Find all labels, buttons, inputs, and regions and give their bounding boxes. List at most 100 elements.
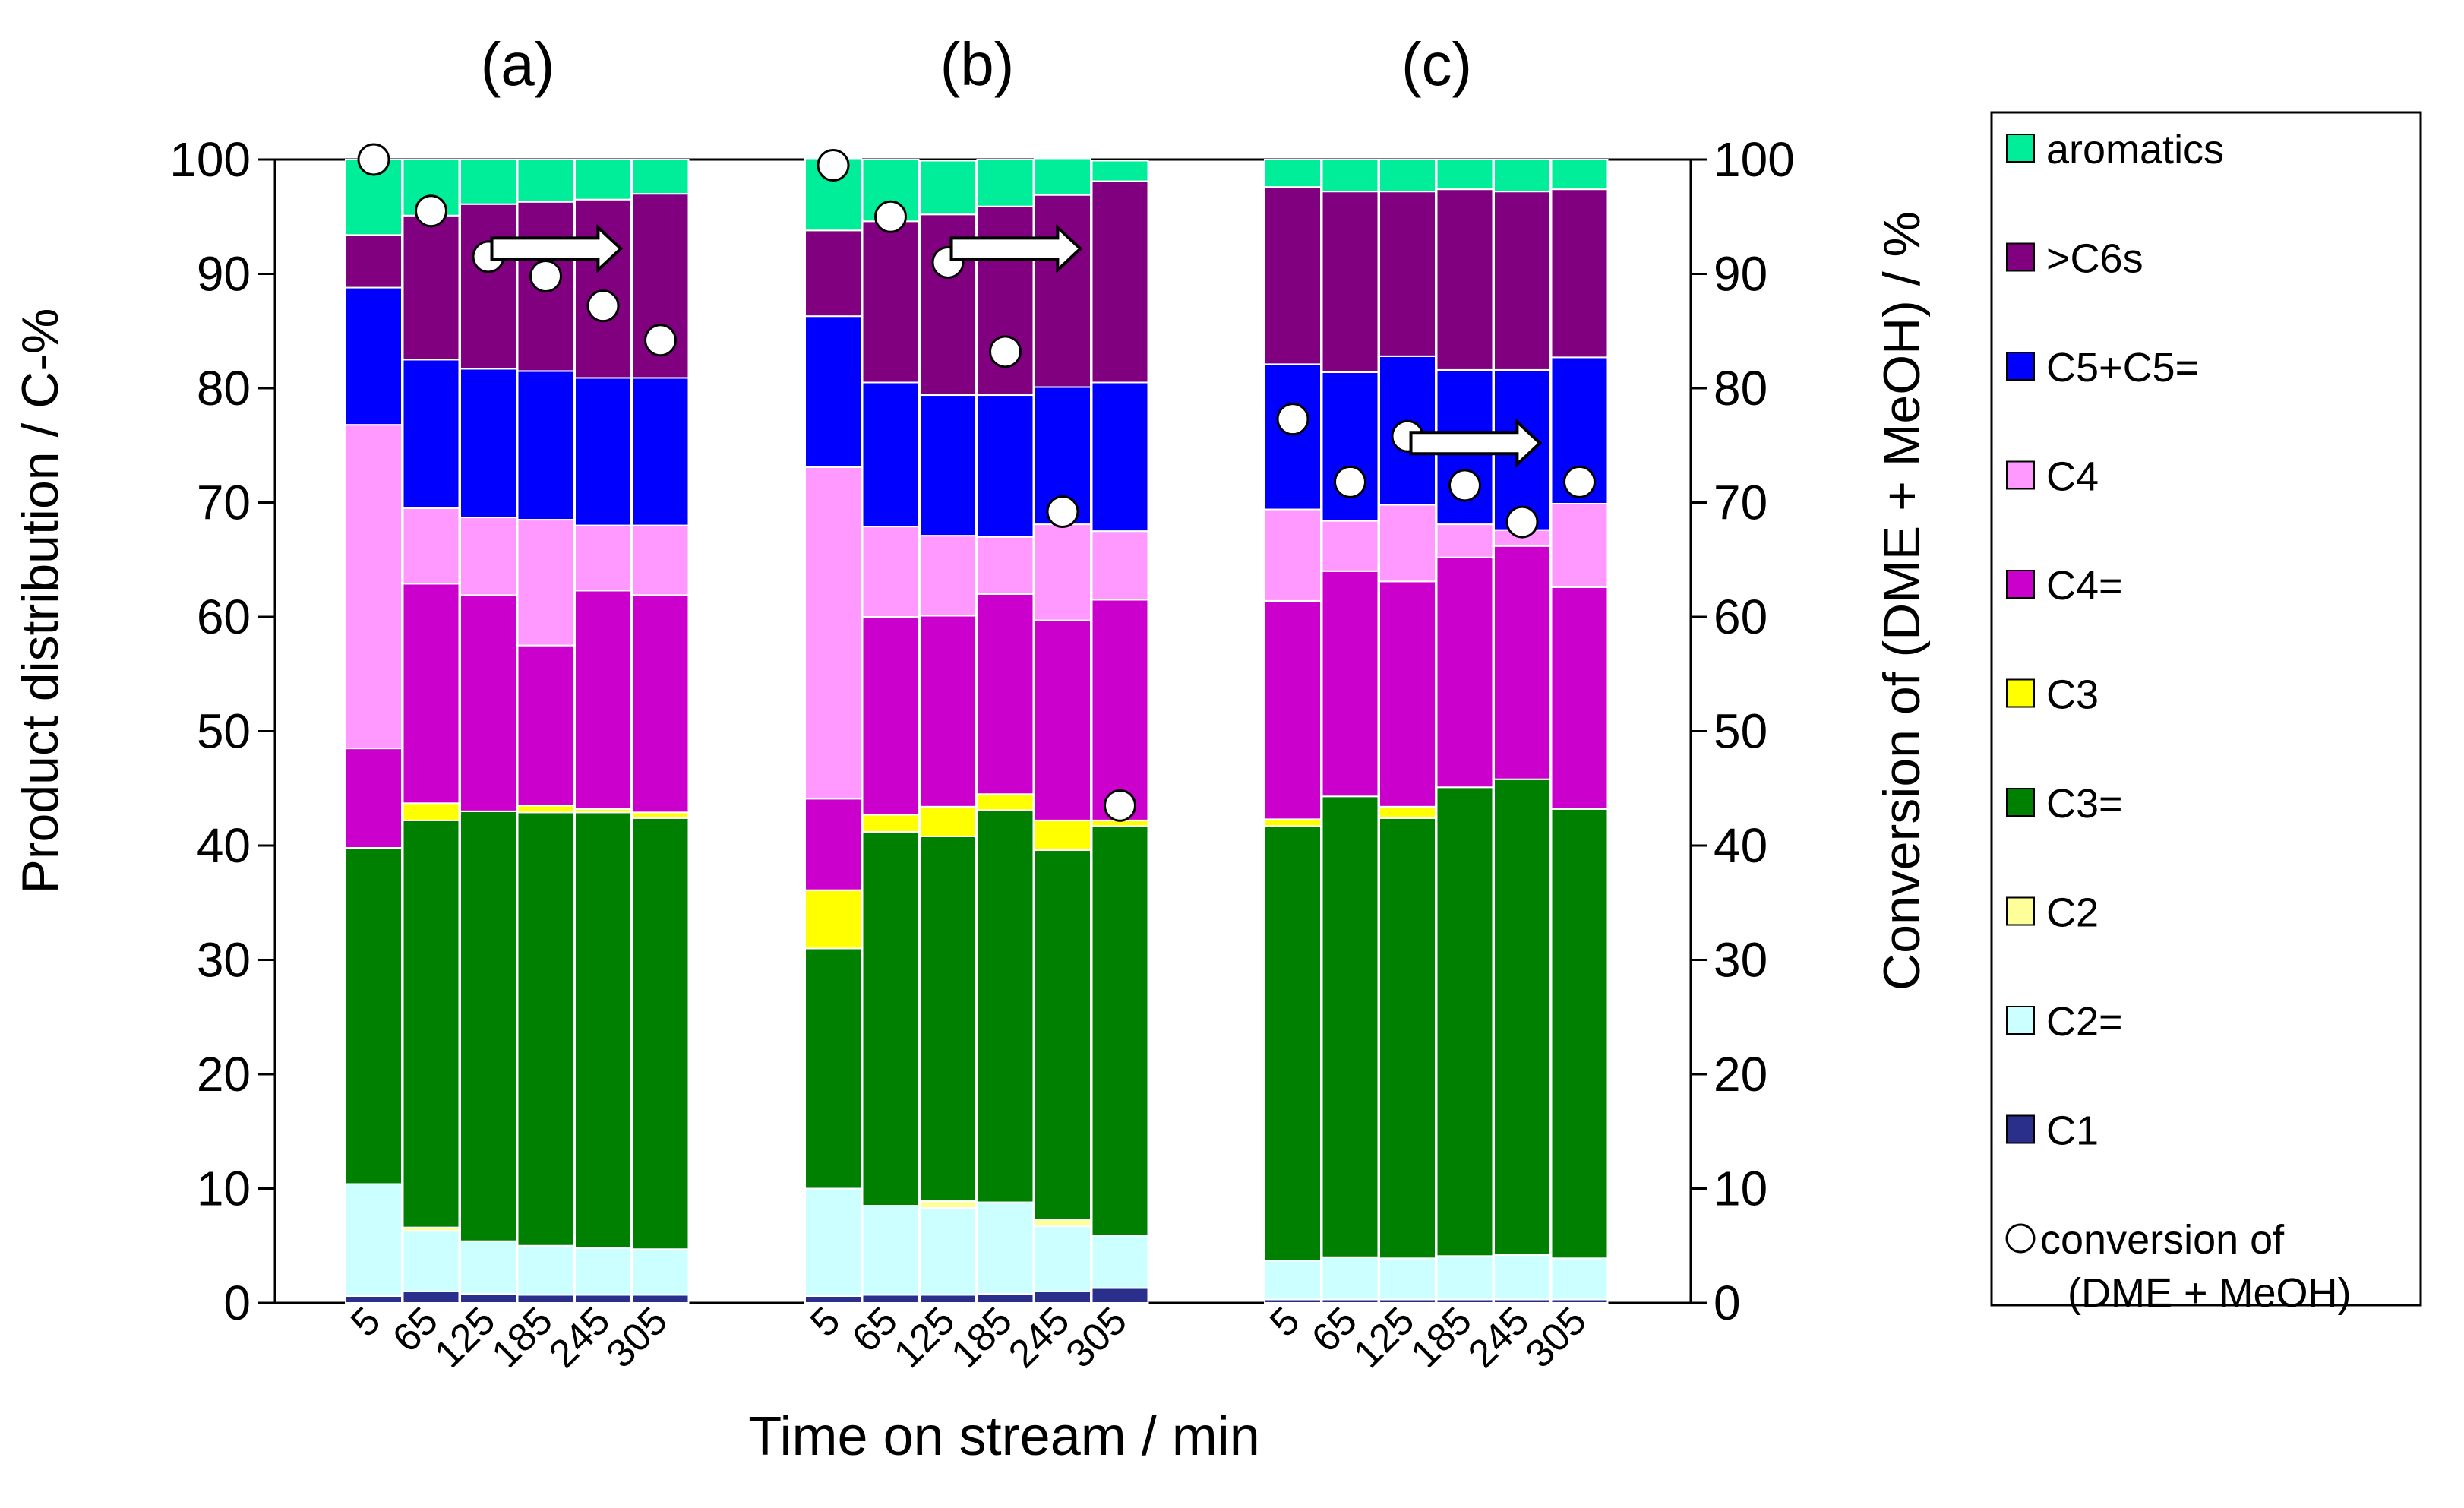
bar-segment-C2= [976, 1201, 1035, 1295]
bar-segment-C5+C5= [861, 381, 920, 528]
legend-swatch [2006, 570, 2035, 599]
bar-segment->C6s [1379, 191, 1436, 357]
x-tick-label: 5 [1262, 1298, 1308, 1345]
bar-segment-C3 [919, 805, 977, 837]
bar-segment-C3 [861, 814, 920, 833]
bar-segment-C2= [631, 1248, 690, 1296]
bar-segment-C2= [1379, 1257, 1436, 1301]
x-tick-label: 5 [802, 1298, 848, 1345]
bar-segment-C3= [345, 847, 403, 1185]
conversion-point [1104, 789, 1136, 822]
bar-segment-C4= [1493, 545, 1551, 780]
bar-segment->C6s [631, 193, 690, 379]
bar-segment-C1 [460, 1292, 517, 1304]
panel-label: (b) [940, 30, 1015, 98]
bar-segment-C2= [402, 1230, 460, 1292]
y2-tick-label: 80 [1714, 361, 1767, 416]
bar-segment-C2= [1436, 1255, 1494, 1301]
legend-label: C4= [2046, 563, 2123, 609]
bar-segment->C6s [1034, 194, 1091, 388]
trend-arrow [949, 223, 1083, 273]
conversion-point [357, 143, 390, 176]
bar-segment->C6s [460, 203, 517, 370]
panel-label: (a) [481, 30, 555, 98]
legend-box [1990, 111, 2422, 1307]
bar-segment-C3= [976, 809, 1035, 1203]
bar-segment-C4 [1091, 530, 1149, 601]
bar-segment-C1 [919, 1294, 977, 1304]
conversion-point [415, 194, 447, 228]
legend-swatch [2006, 242, 2035, 272]
bar-segment->C6s [1091, 180, 1149, 384]
legend-label: conversion of [2040, 1217, 2285, 1263]
conversion-point [1334, 465, 1366, 498]
bar-segment-C3 [804, 889, 862, 950]
bar-segment-C2= [804, 1187, 862, 1297]
legend-swatch [2006, 1114, 2035, 1144]
bar-segment-C2= [1321, 1256, 1379, 1301]
conversion-point [874, 200, 907, 233]
bar-segment-C3= [402, 819, 460, 1228]
bar-segment->C6s [1493, 191, 1551, 371]
bar-segment-C5+C5= [631, 377, 690, 526]
conversion-point [529, 260, 562, 293]
bar-segment-C1 [516, 1294, 575, 1304]
bar-segment-C3= [1436, 786, 1494, 1257]
bar-segment->C6s [345, 234, 403, 289]
bar-segment-C2= [516, 1244, 575, 1296]
bar-segment-C5+C5= [460, 368, 517, 519]
conversion-point [1276, 403, 1309, 436]
legend-label: C3 [2046, 672, 2099, 718]
legend-swatch [2006, 1006, 2035, 1035]
y2-tick-label: 60 [1714, 590, 1767, 644]
bar-segment-C2= [460, 1240, 517, 1295]
bar-segment-C4= [460, 594, 517, 812]
legend-marker [2005, 1223, 2036, 1254]
bar-segment-C4= [345, 748, 403, 849]
bar-segment-C1 [861, 1294, 920, 1304]
bar-segment-C4 [345, 424, 403, 750]
bar-segment-C2= [1264, 1260, 1322, 1301]
y-tick-label: 30 [197, 933, 251, 988]
bar-segment-C5+C5= [516, 370, 575, 521]
conversion-point [1448, 469, 1481, 502]
bar-segment-C4= [1321, 570, 1379, 798]
trend-arrow [1409, 418, 1543, 468]
bar-segment-aromatics [1493, 159, 1551, 193]
legend-swatch [2006, 896, 2035, 926]
bar-segment-C2= [1091, 1235, 1149, 1289]
bar-segment-C3 [1034, 819, 1091, 852]
legend-swatch [2006, 460, 2035, 490]
bar-segment-C4= [976, 593, 1035, 795]
bar-segment-aromatics [460, 159, 517, 205]
bar-segment-C4= [1264, 599, 1322, 820]
bar-segment-C2= [1550, 1257, 1609, 1301]
legend-label: >C6s [2046, 236, 2143, 282]
bar-segment-C2 [1034, 1219, 1091, 1228]
bar-segment-C4 [919, 535, 977, 617]
bar-segment-C5+C5= [402, 359, 460, 510]
bar-segment-aromatics [1321, 159, 1379, 193]
bar-segment-C5+C5= [345, 286, 403, 426]
x-tick-label: 305 [1518, 1298, 1595, 1376]
bar-segment-C3= [1550, 808, 1609, 1260]
conversion-point [817, 149, 850, 182]
bar-segment-C4= [1091, 599, 1149, 821]
bar-segment->C6s [861, 220, 920, 384]
bar-segment-C4 [976, 536, 1035, 595]
bar-segment-C3 [631, 811, 690, 819]
bar-segment-C4= [919, 615, 977, 808]
legend-label: C3= [2046, 781, 2123, 827]
y-tick-label: 80 [197, 361, 251, 416]
y2-tick-label: 100 [1714, 132, 1795, 187]
legend-swatch [2006, 788, 2035, 817]
legend-label: C5+C5= [2046, 345, 2199, 390]
bar-segment-C4= [1550, 586, 1609, 810]
bar-segment-C4 [1321, 520, 1379, 572]
y-tick-label: 10 [197, 1162, 251, 1216]
conversion-point [1505, 505, 1539, 539]
bar-segment-C4 [402, 507, 460, 585]
bar-segment-C4 [1034, 523, 1091, 621]
y-tick-label: 60 [197, 590, 251, 644]
bar-segment-C3 [1264, 818, 1322, 827]
